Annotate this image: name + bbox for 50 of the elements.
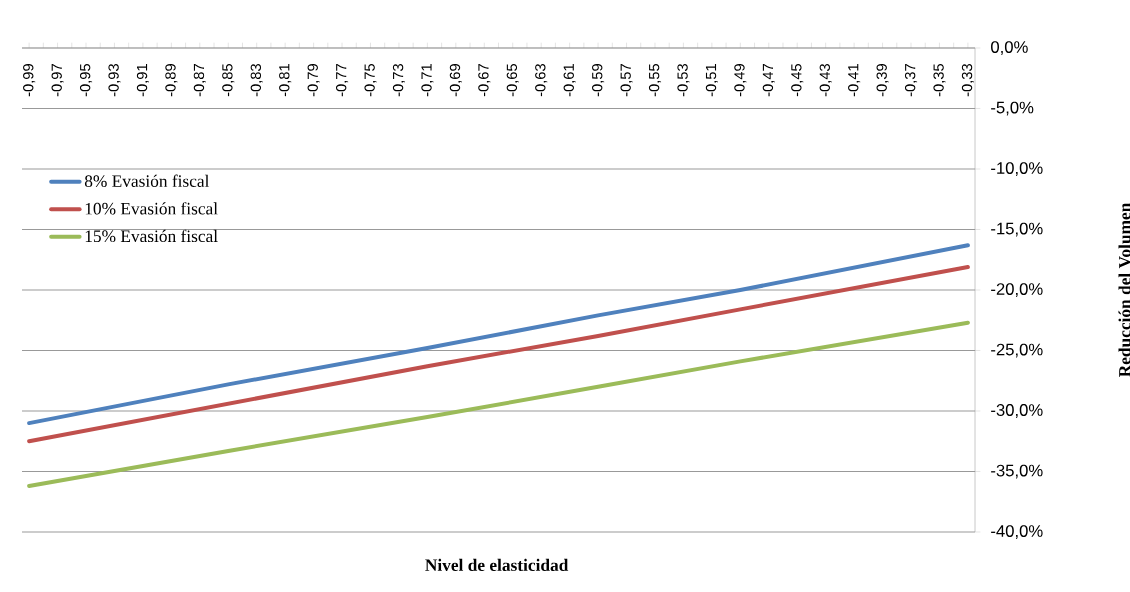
x-tick-label: -0,43 bbox=[819, 64, 832, 97]
legend-label: 10% Evasión fiscal bbox=[85, 202, 218, 215]
line-series bbox=[27, 243, 970, 426]
x-tick-label: -0,83 bbox=[250, 64, 263, 97]
x-tick-label: -0,35 bbox=[933, 64, 946, 97]
x-tick-label: -0,53 bbox=[677, 64, 690, 97]
legend-label: 15% Evasión fiscal bbox=[85, 229, 218, 243]
y-tick-label: -25,0% bbox=[991, 343, 1043, 358]
x-tick-label: -0,37 bbox=[904, 64, 918, 97]
y-axis-title: Reducción del Volumen bbox=[1118, 202, 1130, 378]
y-tick-label: -40,0% bbox=[991, 525, 1043, 539]
x-tick-label: -0,77 bbox=[336, 64, 349, 97]
x-tick-label: -0,97 bbox=[51, 64, 64, 97]
x-axis-title: Nivel de elasticidad bbox=[425, 558, 569, 571]
x-tick-label: -0,55 bbox=[648, 64, 662, 97]
x-tick-label: -0,61 bbox=[563, 64, 576, 97]
x-tick-label: -0,59 bbox=[592, 64, 605, 97]
x-tick-label: -0,63 bbox=[535, 64, 548, 97]
x-tick-label: -0,49 bbox=[734, 64, 747, 97]
x-tick-label: -0,67 bbox=[478, 64, 491, 97]
y-tick-label: -30,0% bbox=[991, 404, 1043, 418]
x-tick-label: -0,47 bbox=[762, 64, 775, 97]
x-tick-label: -0,91 bbox=[136, 64, 149, 97]
y-tick-label: -5,0% bbox=[991, 101, 1034, 116]
x-tick-label: -0,89 bbox=[165, 64, 178, 97]
y-tick-label: -35,0% bbox=[991, 464, 1043, 479]
x-tick-label: -0,45 bbox=[791, 64, 804, 97]
x-tick-label: -0,41 bbox=[848, 64, 861, 97]
x-tick-label: -0,33 bbox=[961, 64, 974, 97]
x-tick-label: -0,93 bbox=[108, 64, 121, 97]
y-tick-label: -15,0% bbox=[991, 222, 1043, 237]
x-tick-label: -0,57 bbox=[620, 64, 633, 97]
y-tick-label: -10,0% bbox=[991, 162, 1043, 176]
x-tick-label: -0,75 bbox=[364, 64, 377, 97]
x-tick-label: -0,73 bbox=[392, 64, 405, 97]
y-tick-label: -20,0% bbox=[991, 283, 1043, 297]
x-tick-label: -0,99 bbox=[23, 64, 36, 97]
x-tick-label: -0,69 bbox=[449, 64, 462, 97]
x-tick-label: -0,87 bbox=[193, 64, 206, 97]
x-tick-label: -0,65 bbox=[506, 64, 519, 97]
x-tick-label: -0,79 bbox=[307, 64, 320, 97]
legend-label: 8% Evasión fiscal bbox=[84, 174, 210, 188]
x-tick-label: -0,95 bbox=[79, 64, 93, 97]
x-tick-label: -0,81 bbox=[279, 64, 292, 97]
x-tick-label: -0,51 bbox=[705, 64, 718, 97]
x-tick-label: -0,71 bbox=[421, 64, 434, 97]
line-series bbox=[27, 320, 970, 489]
x-tick-label: -0,85 bbox=[222, 64, 235, 97]
x-tick-label: -0,39 bbox=[876, 64, 889, 97]
y-tick-label: 0,0% bbox=[991, 41, 1028, 55]
